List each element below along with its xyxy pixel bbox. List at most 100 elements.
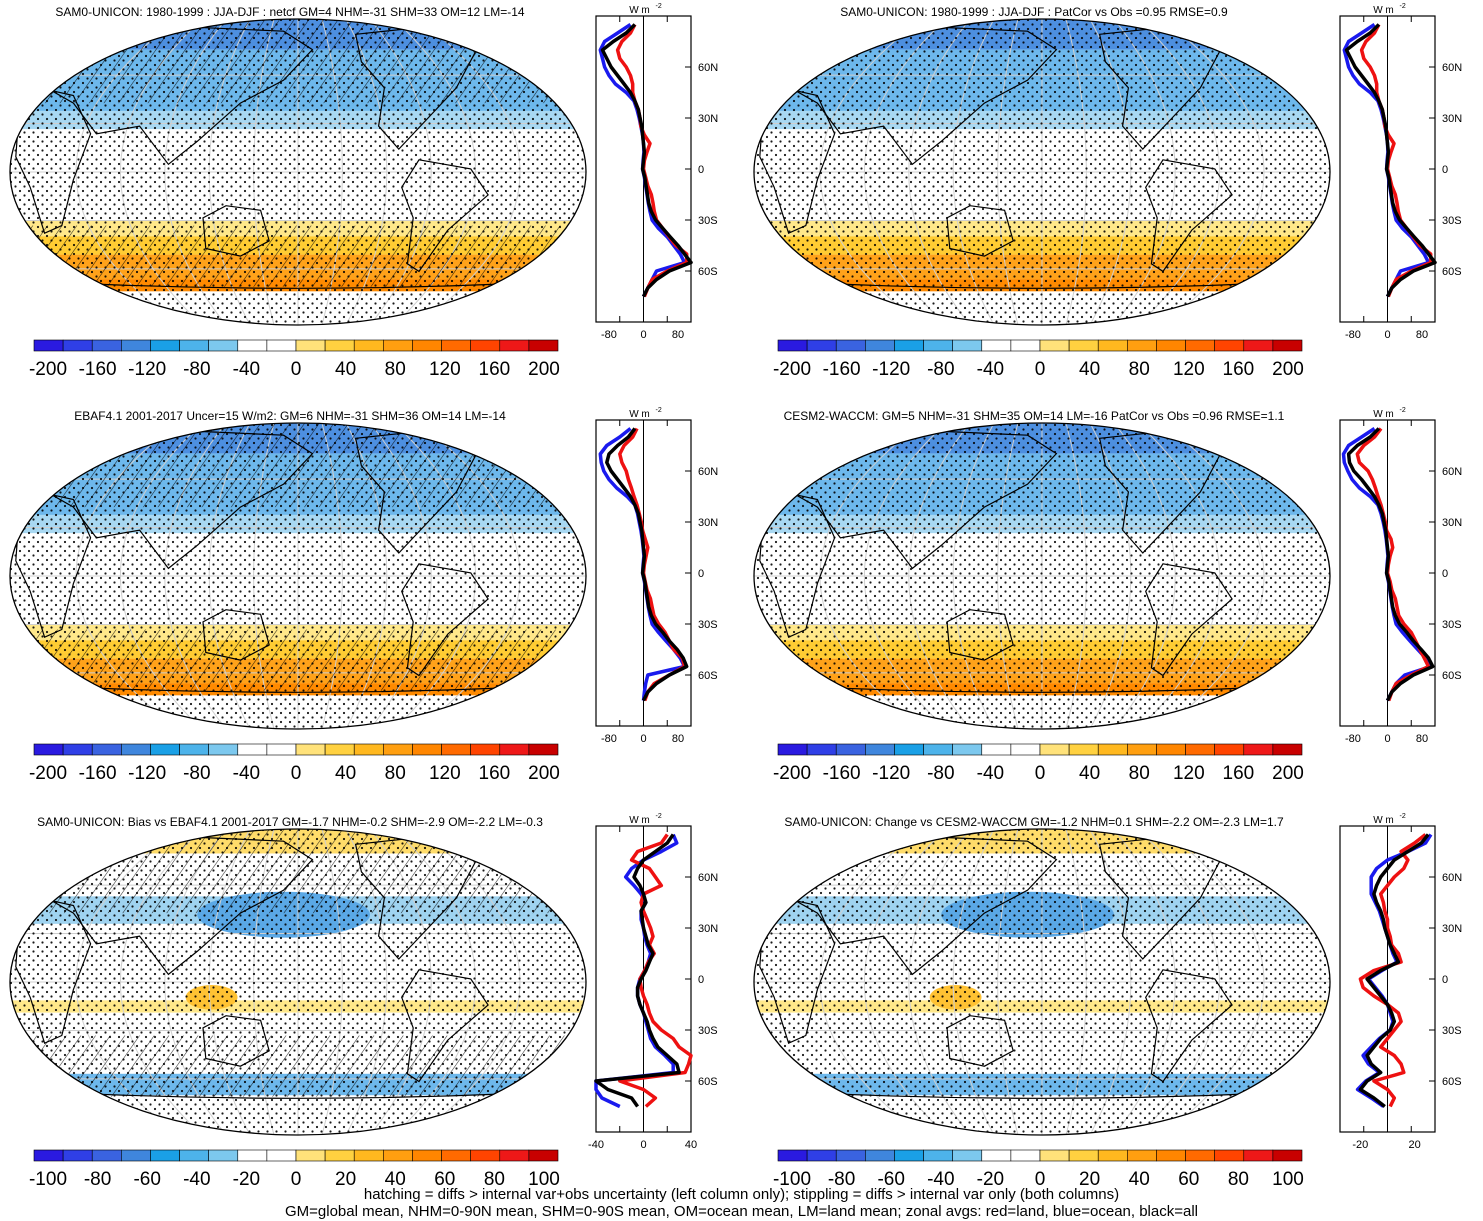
colorbar-swatch [1068, 339, 1099, 352]
profile-xtick-label: -80 [1345, 733, 1361, 745]
profile-lat-label: 30S [698, 215, 718, 227]
colorbar-tick-label: -80 [183, 763, 210, 784]
colorbar: -200 -160 -120 -80 -40 0 40 80 120 160 200 [773, 339, 1304, 380]
colorbar-tick-label: 0 [1035, 763, 1046, 784]
colorbar-swatch [865, 339, 895, 352]
profile-lat-label: 60S [698, 266, 718, 278]
colorbar-tick-label: -100 [773, 1169, 811, 1190]
colorbar-swatch [1068, 1149, 1099, 1162]
colorbar-tick-label: 80 [385, 763, 406, 784]
colorbar-tick-label: 120 [1173, 359, 1205, 380]
colorbar-tick-label: -120 [128, 359, 166, 380]
colorbar-swatch [1272, 1149, 1303, 1162]
zonal-profile: W m -2 -20 20 60N 30N 0 30S 60S [1339, 813, 1462, 1151]
colorbar-tick-label: 40 [1079, 359, 1100, 380]
colorbar-swatch [412, 743, 442, 756]
colorbar-tick-label: 120 [1173, 763, 1205, 784]
hatching-overlay [10, 225, 586, 287]
colorbar-tick-label: -160 [79, 763, 117, 784]
zonal-profile: W m -2 -80 0 80 60N 30N 0 30S 60S [1339, 3, 1462, 341]
profile-xtick-label: -80 [601, 733, 617, 745]
colorbar-swatch [835, 743, 866, 756]
map-border [753, 18, 1331, 326]
colorbar-swatch [33, 1149, 64, 1162]
colorbar-swatch [528, 339, 559, 352]
colorbar-tick-label: -60 [877, 1169, 904, 1190]
colorbar-swatch [806, 339, 837, 352]
colorbar-tick-label: -40 [977, 359, 1004, 380]
colorbar-swatch [33, 339, 64, 352]
colorbar-swatch [777, 339, 808, 352]
colorbar-swatch [62, 339, 93, 352]
colorbar-swatch [208, 1149, 239, 1162]
all-series-line [594, 833, 681, 1108]
colorbar-tick-label: -100 [29, 1169, 67, 1190]
colorbar-swatch [470, 1149, 501, 1162]
all-series-line [605, 427, 689, 702]
colorbar-swatch [952, 743, 983, 756]
map-field [754, 423, 1330, 729]
profile-xtick-label: 80 [672, 733, 684, 745]
colorbar-swatch [179, 339, 209, 352]
colorbar: -200 -160 -120 -80 -40 0 40 80 120 160 200 [29, 339, 560, 380]
profile-lat-label: 60S [698, 670, 718, 682]
profile-lat-label: 30S [698, 1025, 718, 1037]
panel-title: CESM2-WACCM: GM=5 NHM=-31 SHM=35 OM=14 L… [784, 409, 1285, 423]
colorbar-swatch [237, 1149, 268, 1162]
map-panel: SAM0-UNICON: Bias vs EBAF4.1 2001-2017 G… [9, 813, 718, 1190]
colorbar-tick-label: -20 [233, 1169, 260, 1190]
colorbar-swatch [91, 339, 122, 352]
profile-lat-label: 0 [698, 568, 704, 580]
colorbar-tick-label: 20 [335, 1169, 356, 1190]
colorbar-tick-label: -40 [183, 1169, 210, 1190]
colorbar-swatch [499, 743, 530, 756]
colorbar-swatch [62, 1149, 93, 1162]
profile-lat-label: 30N [1442, 923, 1462, 935]
colorbar-swatch [150, 339, 180, 352]
profile-unit-exponent: -2 [656, 3, 662, 10]
profile-xtick-label: 0 [1384, 733, 1390, 745]
colorbar-swatch [295, 743, 326, 756]
profile-lat-label: 60S [1442, 670, 1462, 682]
colorbar-tick-label: -40 [977, 763, 1004, 784]
colorbar-swatch [952, 1149, 983, 1162]
colorbar-swatch [470, 339, 501, 352]
profile-xtick-label: 40 [685, 1139, 697, 1151]
profile-xtick-label: 0 [1384, 329, 1390, 341]
colorbar-tick-label: 0 [291, 359, 302, 380]
colorbar-swatch [1243, 339, 1274, 352]
colorbar-swatch [324, 1149, 355, 1162]
profile-lat-label: 60S [698, 1076, 718, 1088]
colorbar-swatch [208, 339, 239, 352]
profile-unit-label: W m [629, 815, 650, 826]
colorbar-tick-label: 60 [1178, 1169, 1199, 1190]
colorbar-tick-label: -80 [84, 1169, 111, 1190]
colorbar-swatch [1010, 1149, 1041, 1162]
colorbar-swatch [353, 743, 384, 756]
colorbar-tick-label: 0 [291, 1169, 302, 1190]
colorbar: -100 -80 -60 -40 -20 0 20 40 60 80 100 [773, 1149, 1304, 1190]
map-border [9, 18, 587, 326]
colorbar-swatch [923, 339, 953, 352]
colorbar-swatch [1039, 339, 1070, 352]
colorbar-tick-label: -200 [29, 763, 67, 784]
colorbar-swatch [353, 1149, 384, 1162]
colorbar-swatch [383, 1149, 413, 1162]
profile-lat-label: 60S [1442, 1076, 1462, 1088]
profile-unit-label: W m [1373, 5, 1394, 16]
profile-lat-label: 60N [698, 466, 718, 478]
colorbar-tick-label: -200 [773, 359, 811, 380]
colorbar-tick-label: -60 [133, 1169, 160, 1190]
colorbar-tick-label: 80 [385, 359, 406, 380]
colorbar-tick-label: 40 [1079, 763, 1100, 784]
colorbar-swatch [121, 1149, 151, 1162]
colorbar-swatch [1185, 743, 1215, 756]
colorbar-tick-label: 200 [528, 359, 560, 380]
map-coastlines [759, 26, 1287, 289]
colorbar-tick-label: 200 [528, 763, 560, 784]
panel-title: SAM0-UNICON: 1980-1999 : JJA-DJF : netcf… [55, 5, 524, 19]
profile-lat-label: 60N [1442, 62, 1462, 74]
footer-hatching-note: hatching = diffs > internal var+obs unce… [363, 1186, 1120, 1203]
zonal-profile: W m -2 -80 0 80 60N 30N 0 30S 60S [595, 407, 718, 745]
